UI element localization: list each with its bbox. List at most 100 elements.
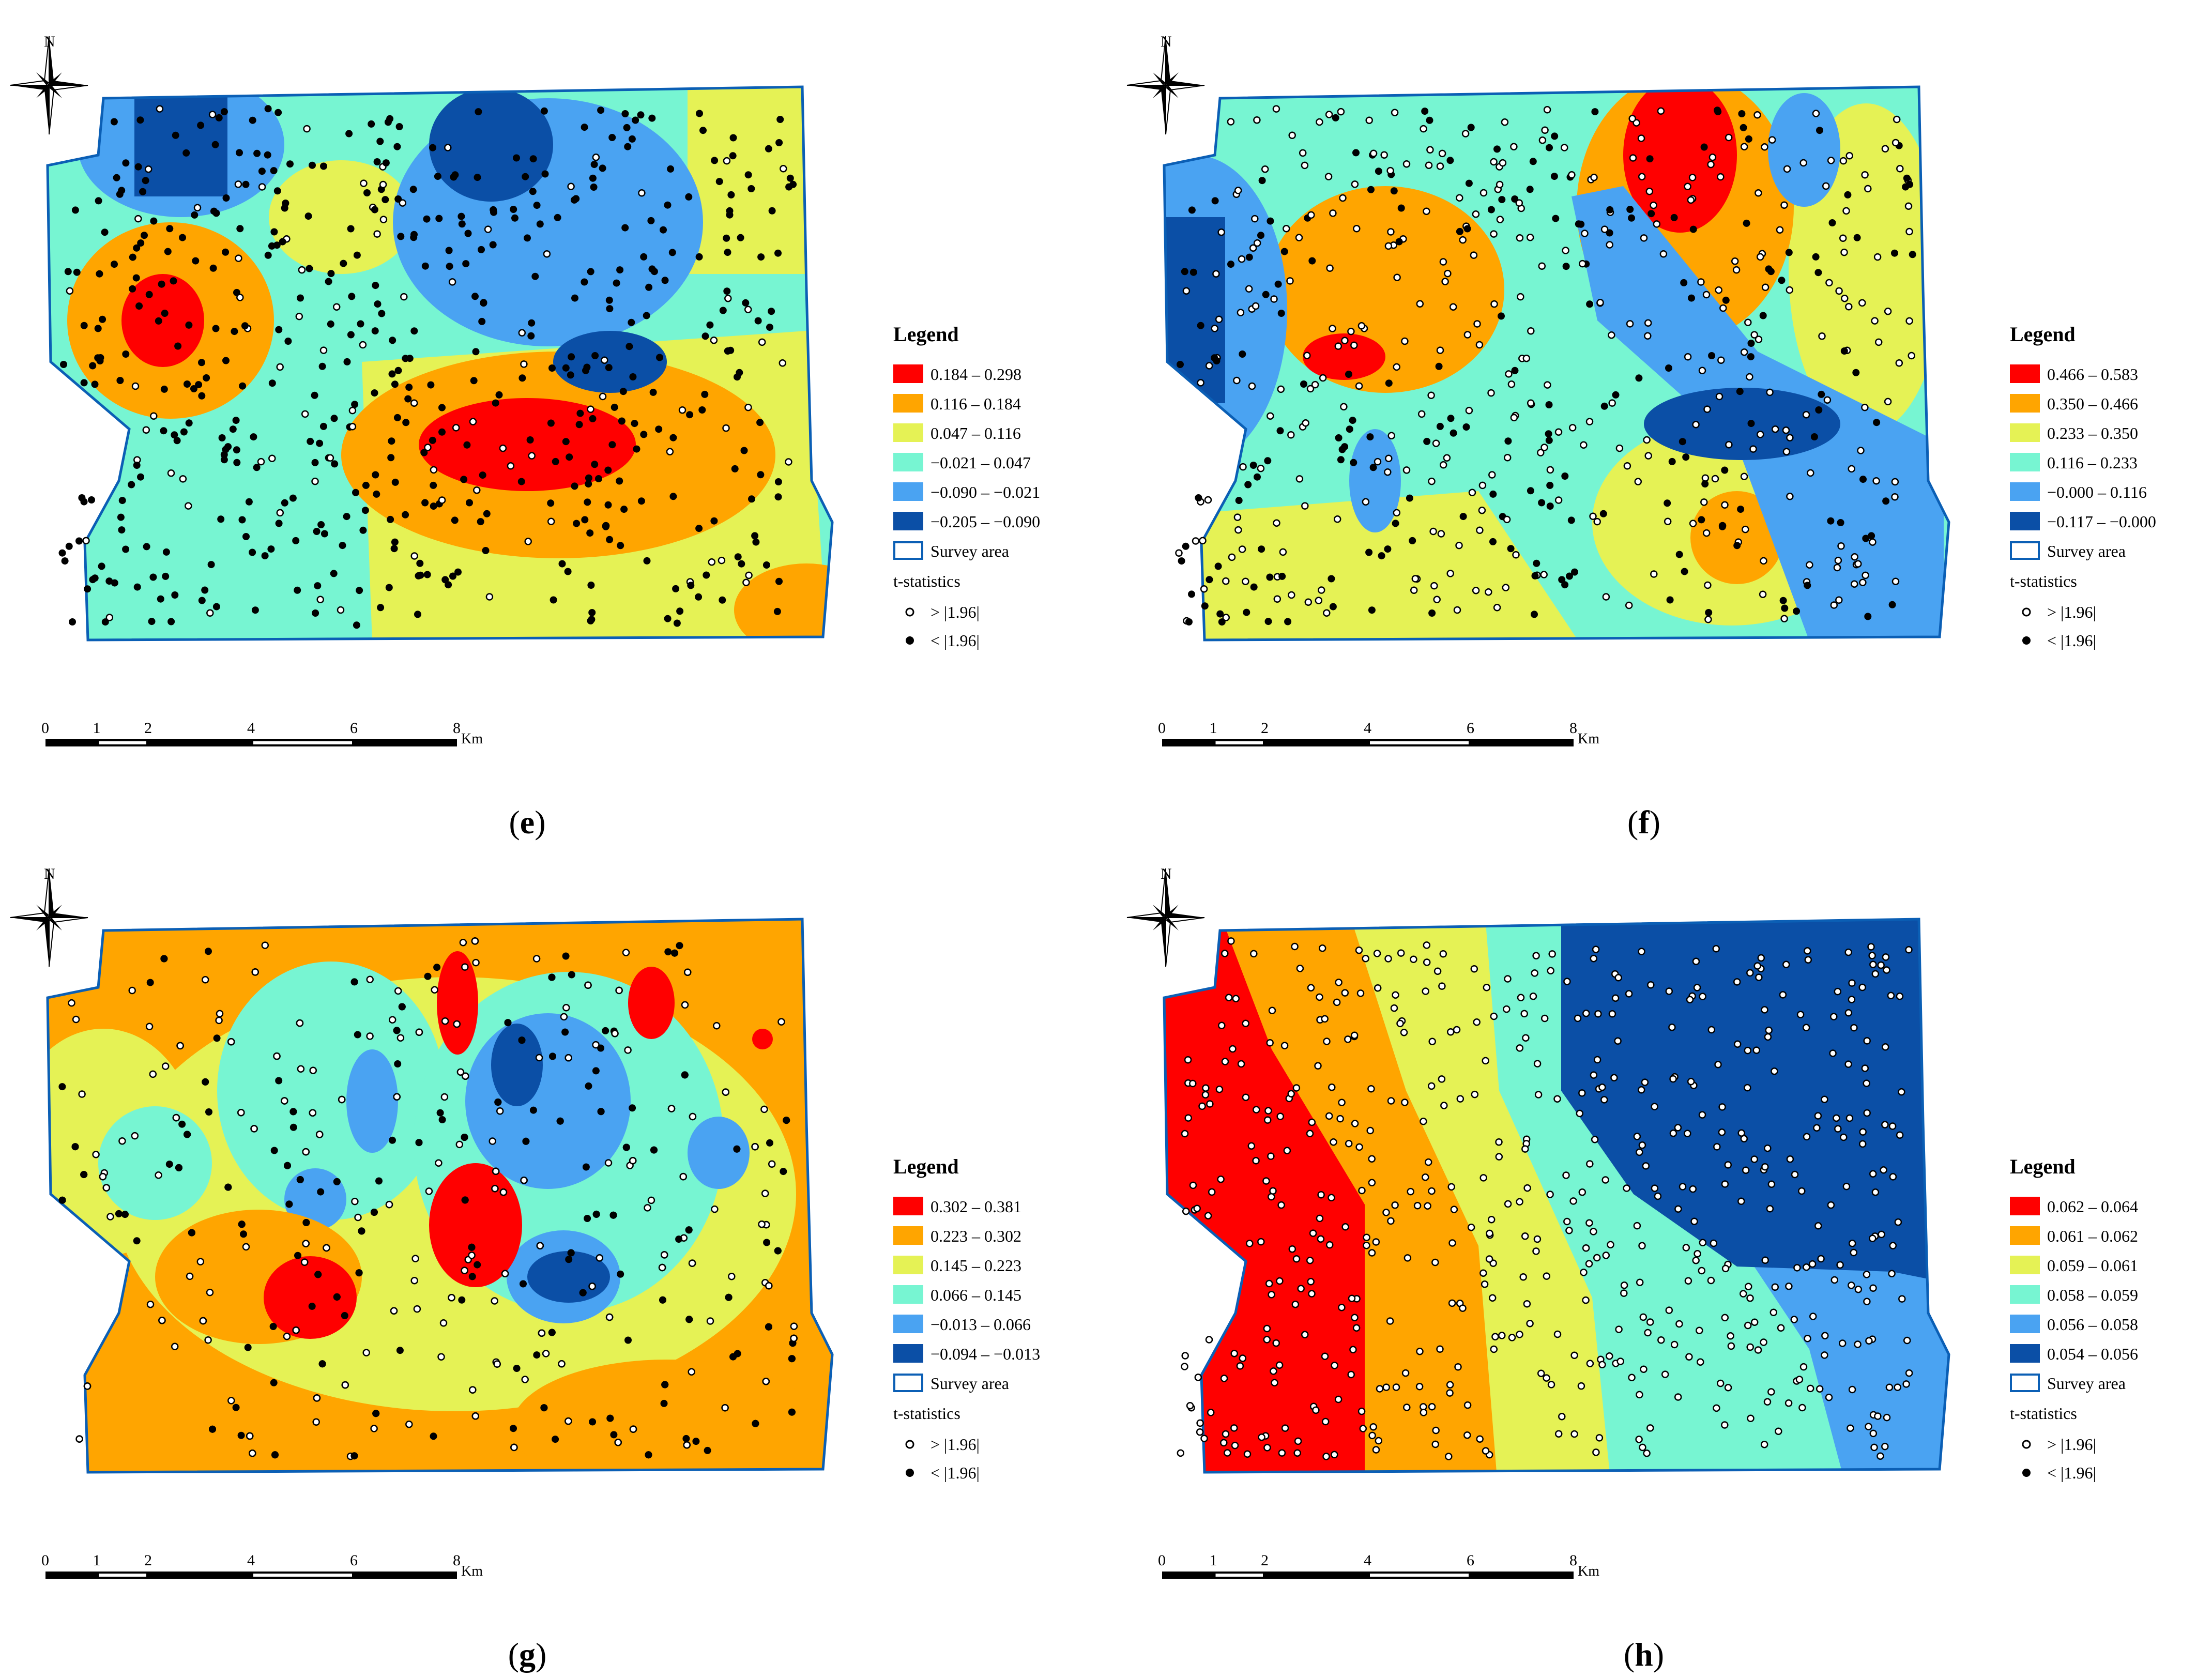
sig-sample-point bbox=[1479, 1269, 1487, 1277]
sig-sample-point bbox=[760, 1105, 768, 1113]
nonsig-sample-point bbox=[236, 149, 243, 157]
zone-red-center bbox=[419, 398, 636, 491]
nonsig-sample-point bbox=[363, 189, 371, 196]
nonsig-sample-point bbox=[198, 597, 206, 604]
legend-class-label: −0.117 – −0.000 bbox=[2047, 512, 2156, 531]
nonsig-sample-point bbox=[483, 510, 491, 517]
nonsig-sample-point bbox=[622, 1143, 630, 1151]
sig-sample-point bbox=[257, 457, 265, 466]
sig-sample-point bbox=[415, 1028, 423, 1036]
sig-sample-point bbox=[1272, 1339, 1280, 1347]
sig-sample-point bbox=[1721, 1264, 1730, 1273]
sig-sample-point bbox=[1211, 325, 1218, 332]
sig-sample-point bbox=[302, 1240, 310, 1247]
sig-sample-point bbox=[666, 448, 674, 455]
sig-sample-point bbox=[1503, 515, 1511, 524]
sig-sample-point bbox=[1276, 1277, 1284, 1285]
sig-sample-point bbox=[1753, 111, 1761, 119]
sig-sample-point bbox=[1635, 1436, 1643, 1443]
sig-sample-point bbox=[215, 1016, 223, 1025]
sig-sample-point bbox=[1499, 159, 1507, 167]
nonsig-sample-point bbox=[405, 384, 413, 391]
legend-swatch bbox=[893, 1315, 923, 1333]
sig-sample-point bbox=[558, 1360, 566, 1368]
sig-sample-point bbox=[1427, 391, 1435, 400]
sig-sample-point bbox=[448, 278, 456, 286]
nonsig-sample-point bbox=[264, 151, 271, 159]
sig-sample-point bbox=[1186, 1401, 1194, 1410]
sig-sample-point bbox=[1881, 1043, 1889, 1051]
sig-sample-point bbox=[1580, 1269, 1588, 1276]
nonsig-sample-point bbox=[633, 445, 640, 453]
sig-sample-point bbox=[1331, 1451, 1338, 1459]
sig-sample-point bbox=[1883, 1413, 1891, 1422]
sig-sample-point bbox=[629, 1157, 637, 1165]
sig-sample-point bbox=[679, 1172, 687, 1181]
sig-sample-point bbox=[1349, 1346, 1357, 1354]
sig-sample-point bbox=[1444, 269, 1452, 278]
sig-sample-point bbox=[1350, 341, 1358, 349]
sig-sample-point bbox=[688, 1368, 695, 1376]
sig-sample-point bbox=[348, 423, 357, 431]
scale-tick-label: 0 bbox=[1158, 1552, 1166, 1569]
sig-sample-point bbox=[1372, 1446, 1380, 1454]
sig-sample-point bbox=[1845, 152, 1853, 160]
nonsig-sample-point bbox=[311, 391, 318, 399]
sig-sample-point bbox=[1894, 1218, 1902, 1226]
sig-sample-point bbox=[1470, 965, 1478, 973]
nonsig-sample-point bbox=[220, 108, 228, 116]
sig-sample-point bbox=[587, 405, 594, 413]
nonsig-sample-point bbox=[623, 124, 631, 131]
sig-sample-point bbox=[1577, 1382, 1585, 1390]
legend-title: Legend bbox=[2010, 323, 2076, 346]
sig-sample-point bbox=[1780, 201, 1788, 209]
sig-sample-point bbox=[75, 1435, 83, 1443]
sig-sample-point bbox=[473, 486, 481, 494]
sig-sample-point bbox=[1592, 945, 1600, 953]
nonsig-sample-point bbox=[309, 161, 316, 169]
sig-sample-point bbox=[565, 1054, 572, 1062]
sig-sample-point bbox=[744, 306, 752, 313]
sig-sample-point bbox=[1385, 454, 1393, 463]
nonsig-sample-point bbox=[1409, 537, 1416, 544]
sig-sample-point bbox=[1263, 1336, 1271, 1344]
nonsig-sample-point bbox=[468, 1273, 476, 1280]
sig-sample-point bbox=[1503, 454, 1512, 462]
scale-tick-label: 2 bbox=[1261, 720, 1269, 737]
sig-sample-point bbox=[1234, 526, 1242, 534]
nonsig-sample-point bbox=[197, 121, 205, 129]
nonsig-sample-point bbox=[1714, 106, 1721, 114]
nonsig-sample-point bbox=[361, 507, 369, 514]
nonsig-sample-point bbox=[143, 543, 150, 551]
nonsig-sample-point bbox=[222, 194, 230, 202]
nonsig-sample-point bbox=[696, 110, 703, 117]
sig-sample-point bbox=[1650, 201, 1657, 209]
sig-sample-point bbox=[1422, 987, 1429, 995]
sig-sample-point bbox=[1276, 1112, 1284, 1120]
sample-points bbox=[1175, 105, 1916, 626]
nonsig-sample-point bbox=[105, 577, 113, 585]
nonsig-sample-point bbox=[628, 318, 635, 326]
nonsig-sample-point bbox=[656, 354, 663, 361]
sig-sample-point bbox=[472, 958, 480, 967]
sig-sample-point bbox=[276, 509, 284, 517]
nonsig-sample-point bbox=[703, 571, 710, 579]
sig-sample-point bbox=[1767, 1388, 1775, 1396]
nonsig-sample-point bbox=[136, 116, 144, 124]
sig-sample-point bbox=[1580, 441, 1588, 449]
nonsig-sample-point bbox=[1708, 352, 1716, 359]
sig-sample-point bbox=[1761, 283, 1769, 292]
sig-sample-point bbox=[1250, 950, 1258, 958]
sig-sample-point bbox=[520, 1176, 528, 1184]
sig-sample-point bbox=[742, 578, 750, 587]
nonsig-sample-point bbox=[232, 1404, 240, 1411]
nonsig-sample-point bbox=[624, 1336, 632, 1344]
nonsig-sample-point bbox=[1827, 517, 1835, 525]
nonsig-sample-point bbox=[645, 1451, 652, 1459]
sig-sample-point bbox=[1633, 1133, 1641, 1140]
sig-sample-point bbox=[1486, 1229, 1493, 1238]
nonsig-sample-point bbox=[668, 249, 676, 256]
sig-sample-point bbox=[1732, 266, 1741, 274]
nonsig-sample-point bbox=[585, 480, 592, 488]
